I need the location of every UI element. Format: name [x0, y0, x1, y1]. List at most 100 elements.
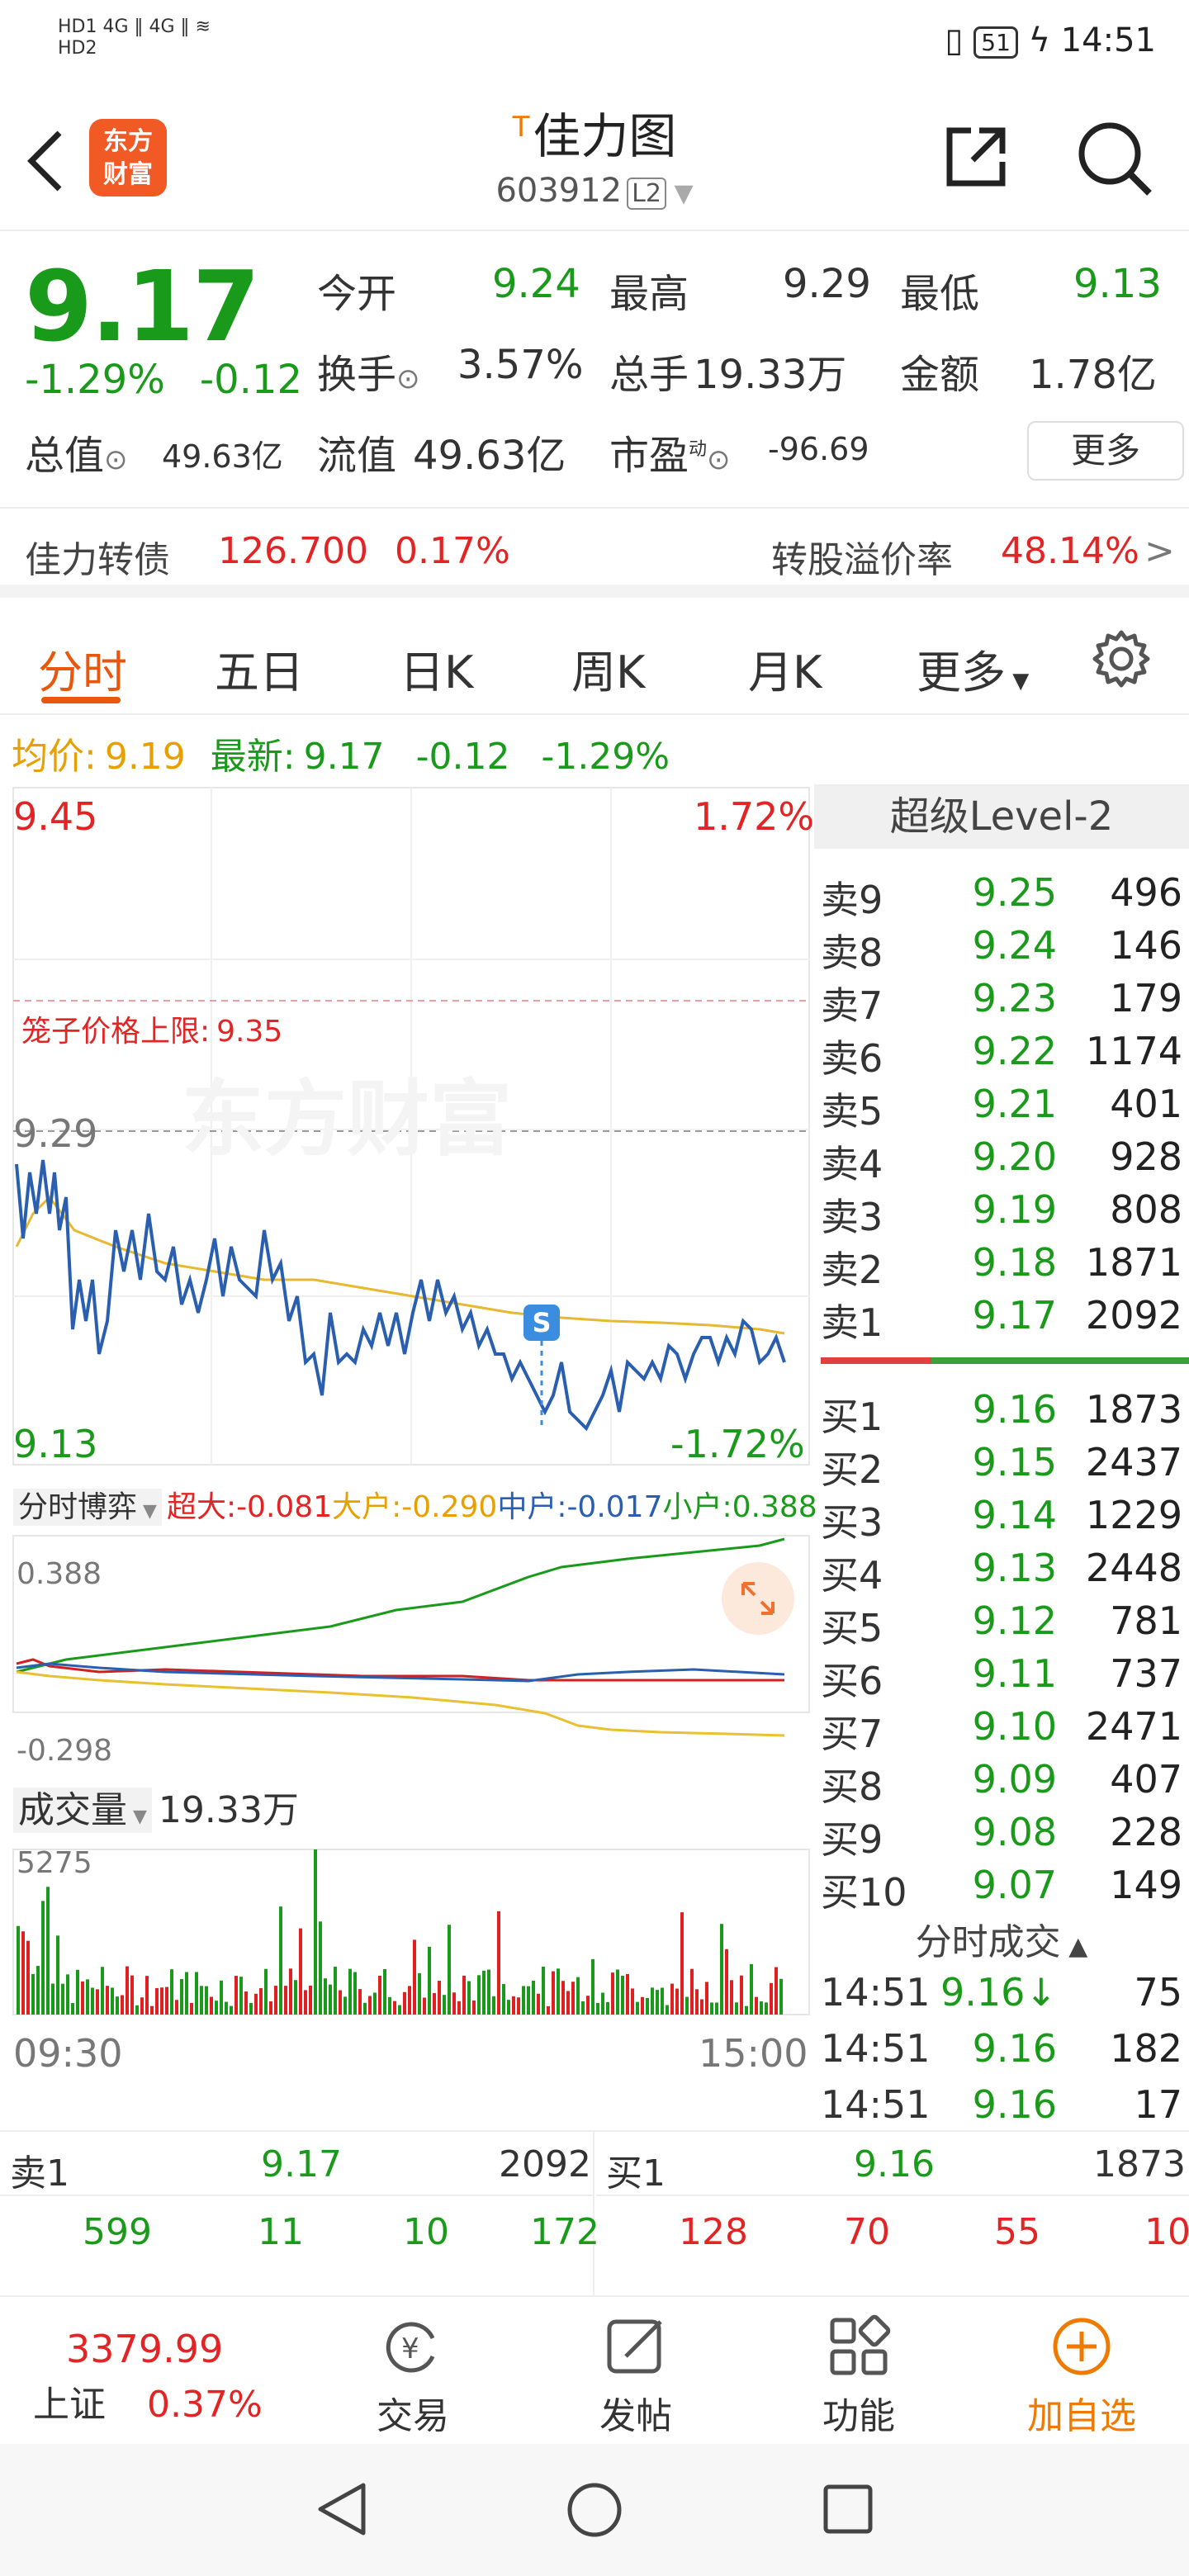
back-triangle-icon[interactable] — [314, 2480, 372, 2538]
nav-trade[interactable]: ¥ 交易 — [330, 2313, 495, 2439]
search-icon[interactable] — [1073, 117, 1156, 200]
ask-row[interactable]: 卖8 9.24 146 — [814, 923, 1189, 976]
index-name: 上证 — [33, 2384, 106, 2426]
bid-row[interactable]: 买6 9.11 737 — [814, 1651, 1189, 1704]
volume-bar — [779, 1978, 783, 2015]
queue-sell-price: 9.17 — [261, 2143, 342, 2185]
back-icon[interactable] — [25, 128, 66, 194]
volume-bar — [309, 1985, 312, 2015]
ask-row[interactable]: 卖4 9.20 928 — [814, 1134, 1189, 1187]
tick-price: 9.16↓ — [940, 1970, 1057, 2015]
bid-row[interactable]: 买10 9.07 149 — [814, 1863, 1189, 1915]
volume-bar — [324, 1978, 327, 2015]
volume-selector[interactable]: 成交量 ▼ — [13, 1788, 152, 1833]
volume-bar — [299, 1928, 302, 2015]
volume-bar — [61, 1983, 64, 2015]
bid-row[interactable]: 买5 9.12 781 — [814, 1598, 1189, 1651]
chart-area[interactable]: 东方财富 9.45 1.72% 笼子价格上限: 9.35 9.29 S 9.13 … — [0, 784, 1189, 2130]
tab-intraday[interactable]: 分时 — [38, 646, 127, 698]
queue-item: 55 — [994, 2211, 1040, 2253]
ask-row[interactable]: 卖1 9.17 2092 — [814, 1293, 1189, 1346]
nav-add-watchlist[interactable]: 加自选 — [999, 2313, 1164, 2439]
high-label: 最高 — [609, 271, 689, 317]
volume-bar — [334, 1967, 337, 2015]
bid-row[interactable]: 买1 9.16 1873 — [814, 1387, 1189, 1440]
volume-bar — [31, 1973, 35, 2015]
volume-bar — [96, 1989, 99, 2015]
ask-price: 9.19 — [972, 1187, 1057, 1232]
ticks-title[interactable]: 分时成交 ▲ — [915, 1921, 1088, 1963]
tab-more[interactable]: 更多 ▼ — [917, 646, 1030, 698]
volume-bar — [700, 1999, 703, 2015]
flow-selector[interactable]: 分时博弈 ▼ — [13, 1489, 162, 1526]
ask-row[interactable]: 卖6 9.22 1174 — [814, 1029, 1189, 1082]
bid-row[interactable]: 买7 9.10 2471 — [814, 1704, 1189, 1757]
bid-volume: 1873 — [1085, 1387, 1182, 1432]
nav-post[interactable]: 发帖 — [553, 2313, 718, 2439]
system-nav — [0, 2444, 1189, 2576]
bid-price: 9.11 — [972, 1651, 1057, 1696]
flow-max: 0.388 — [17, 1557, 102, 1591]
volume-bar — [666, 2005, 669, 2015]
bid-row[interactable]: 买4 9.13 2448 — [814, 1546, 1189, 1598]
ask-row[interactable]: 卖3 9.19 808 — [814, 1187, 1189, 1240]
ask-row[interactable]: 卖7 9.23 179 — [814, 976, 1189, 1029]
bid-level: 买8 — [821, 1764, 883, 1809]
volume-bar — [537, 1993, 540, 2015]
bid-level: 买5 — [821, 1606, 883, 1650]
gear-icon[interactable] — [1088, 626, 1154, 692]
bid-row[interactable]: 买9 9.08 228 — [814, 1810, 1189, 1863]
tab-five-day[interactable]: 五日 — [215, 646, 304, 698]
queue-item: 172 — [530, 2211, 599, 2253]
ask-volume: 179 — [1110, 976, 1182, 1020]
volume-bar — [239, 1977, 243, 2015]
volume-bar — [358, 1989, 362, 2015]
order-book-title[interactable]: 超级Level-2 — [814, 784, 1189, 849]
recents-square-icon[interactable] — [821, 2482, 875, 2536]
convertible-bond-row[interactable]: 佳力转债 126.700 0.17% 转股溢价率 48.14% > — [0, 507, 1189, 598]
tab-weekly-k[interactable]: 周K — [571, 646, 646, 698]
volume-bar — [373, 1992, 377, 2015]
share-icon[interactable] — [941, 122, 1011, 192]
ask-price: 9.20 — [972, 1134, 1057, 1179]
book-divider — [821, 1357, 1189, 1364]
bottom-nav: 3379.99 上证 0.37% ¥ 交易 发帖 功能 加自选 — [0, 2295, 1189, 2444]
volume-bar — [492, 1996, 495, 2015]
signal-marker[interactable] — [523, 1305, 560, 1341]
volume-bar — [130, 1975, 134, 2015]
tab-monthly-k[interactable]: 月K — [748, 646, 822, 698]
volume-bar — [497, 1911, 500, 2015]
ask-row[interactable]: 卖2 9.18 1871 — [814, 1240, 1189, 1293]
volume-bar — [596, 2002, 599, 2015]
ask-price: 9.24 — [972, 923, 1057, 968]
ask-level: 卖6 — [821, 1036, 883, 1081]
tab-daily-k[interactable]: 日K — [400, 646, 474, 698]
ask-price: 9.18 — [972, 1240, 1057, 1285]
bid-level: 买7 — [821, 1712, 883, 1756]
index-value: 3379.99 — [66, 2327, 224, 2371]
volume-bar — [680, 1912, 684, 2015]
bid-row[interactable]: 买8 9.09 407 — [814, 1757, 1189, 1810]
volume-bar — [517, 1997, 520, 2015]
volume-bar — [656, 1990, 659, 2015]
app-logo[interactable]: 东方 财富 — [89, 119, 167, 197]
stock-code[interactable]: 603912 L2 ▼ — [495, 172, 694, 210]
bid-price: 9.16 — [972, 1387, 1057, 1432]
quote-panel: 9.17 -1.29% -0.12 今开 9.24 最高 9.29 最低 9.13… — [0, 233, 1189, 505]
volume-bar — [685, 1996, 689, 2015]
bid-row[interactable]: 买2 9.15 2437 — [814, 1440, 1189, 1493]
index-ticker[interactable]: 3379.99 上证 0.37% — [33, 2327, 297, 2427]
volume-bar — [348, 1968, 352, 2015]
more-button[interactable]: 更多 — [1027, 421, 1184, 481]
ask-row[interactable]: 卖5 9.21 401 — [814, 1082, 1189, 1134]
volume-bar — [249, 2002, 253, 2015]
nav-function[interactable]: 功能 — [776, 2313, 941, 2439]
ask-row[interactable]: 卖9 9.25 496 — [814, 870, 1189, 923]
tick-price: 9.16 — [972, 2026, 1057, 2071]
tick-volume: 75 — [1134, 1970, 1182, 2015]
home-circle-icon[interactable] — [565, 2480, 624, 2540]
bid-volume: 2448 — [1085, 1546, 1182, 1590]
volume-bar — [339, 1990, 342, 2015]
ask-volume: 1871 — [1085, 1240, 1182, 1285]
bid-row[interactable]: 买3 9.14 1229 — [814, 1493, 1189, 1546]
